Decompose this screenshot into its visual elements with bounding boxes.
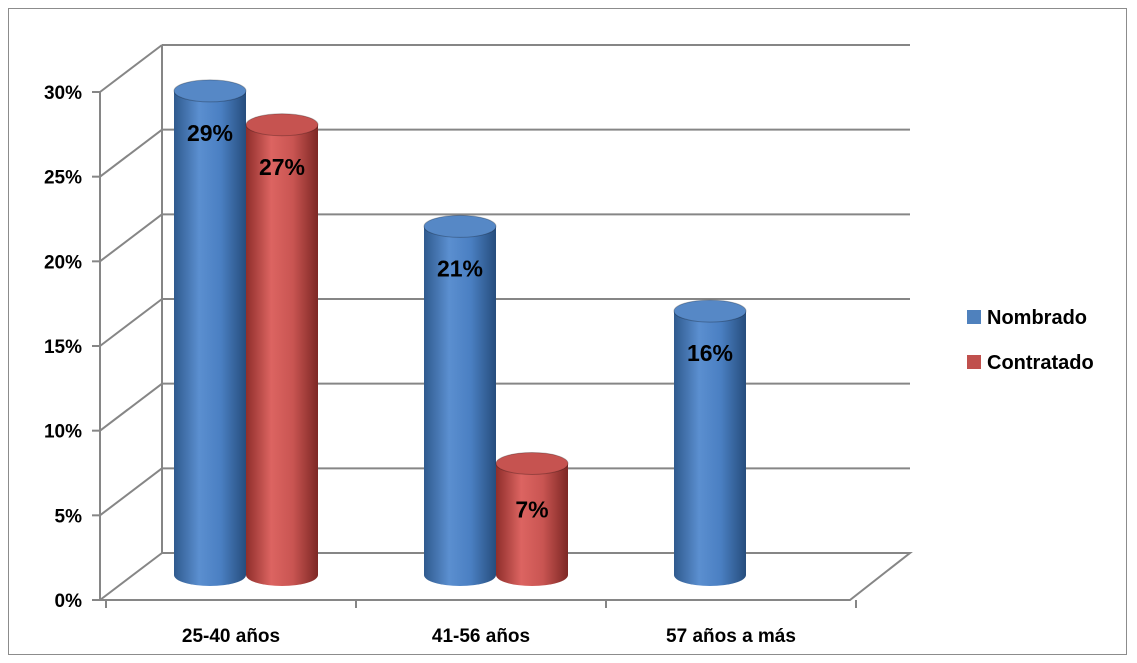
data-label: 16%: [687, 340, 733, 366]
bar: [496, 463, 568, 586]
bar-top: [673, 299, 747, 323]
legend-label: Contratado: [987, 352, 1094, 374]
data-label: 7%: [515, 496, 548, 522]
bar: [246, 124, 318, 586]
data-label: 21%: [437, 255, 483, 281]
bar: [424, 226, 496, 586]
bar: [674, 311, 746, 586]
legend: Nombrado Contratado: [967, 307, 1094, 374]
legend-label: Nombrado: [987, 307, 1087, 329]
x-tick-label: 41-56 años: [432, 626, 530, 647]
gridline-side: [99, 552, 163, 601]
gridline-side: [99, 128, 163, 178]
y-tick-label: 10%: [44, 422, 82, 443]
bar-top: [245, 113, 319, 137]
y-tick-label: 5%: [55, 506, 83, 527]
y-tick-label: 30%: [44, 83, 82, 104]
y-tick-label: 0%: [55, 591, 83, 612]
bars: [173, 79, 747, 586]
y-tick-label: 25%: [44, 168, 82, 189]
gridline-side: [99, 298, 163, 347]
bar-top: [173, 79, 247, 103]
x-tick-label: 57 años a más: [666, 626, 796, 647]
gridline-side: [99, 44, 163, 93]
y-tick-label: 15%: [44, 337, 82, 358]
data-labels: 29% 21% 16% 27% 7%: [187, 120, 733, 523]
gridline-side: [99, 213, 163, 263]
bar-top: [495, 451, 569, 475]
bar-top: [423, 214, 497, 238]
gridline-side: [99, 382, 163, 432]
x-tick-label: 25-40 años: [182, 626, 280, 647]
bar: [174, 90, 246, 586]
legend-swatch: [967, 310, 981, 324]
gridline-side: [99, 467, 163, 517]
data-label: 27%: [259, 154, 305, 180]
y-tick-label: 20%: [44, 252, 82, 273]
legend-swatch: [967, 355, 981, 369]
data-label: 29%: [187, 120, 233, 146]
